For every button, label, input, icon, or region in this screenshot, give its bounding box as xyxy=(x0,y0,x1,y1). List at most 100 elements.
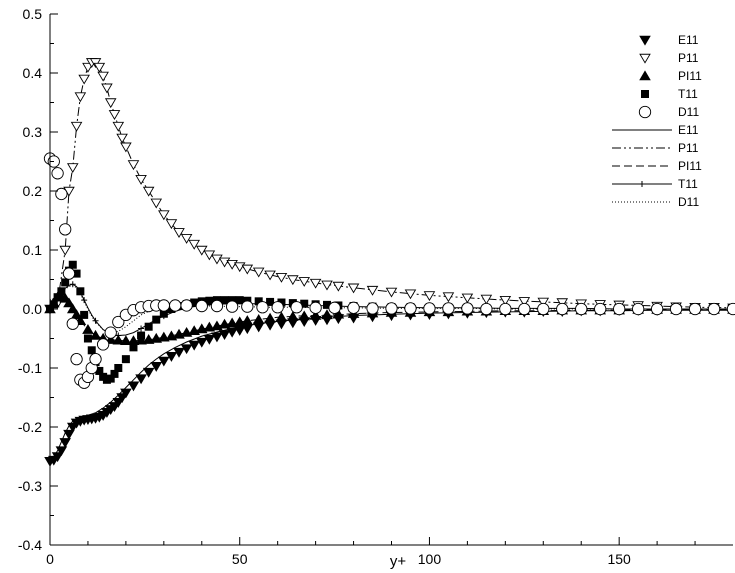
data-point-p11-1 xyxy=(347,283,360,294)
data-point-t11-3 xyxy=(72,269,81,278)
data-point-p11-1 xyxy=(499,295,512,306)
x-axis-label: y+ xyxy=(390,553,407,570)
data-point-p11-1 xyxy=(252,267,265,278)
data-point-pi11-2 xyxy=(226,317,238,328)
data-point-t11-3 xyxy=(106,374,115,383)
data-point-d11-4 xyxy=(688,302,702,316)
data-point-d11-4 xyxy=(271,301,284,314)
data-point-t11-3 xyxy=(144,322,153,331)
data-point-p11-1 xyxy=(195,245,208,256)
y-tick-label: -0.3 xyxy=(18,478,42,494)
data-point-t11-3 xyxy=(137,331,146,340)
data-point-t11-3 xyxy=(114,364,123,372)
y-tick-label: -0.4 xyxy=(18,537,42,553)
data-point-e11-0 xyxy=(226,327,238,338)
data-point-d11-4 xyxy=(537,302,550,316)
data-point-t11-3 xyxy=(76,287,85,296)
data-point-e11-0 xyxy=(195,337,208,348)
data-point-d11-4 xyxy=(180,299,193,312)
legend-marker-t11 xyxy=(641,90,649,98)
data-point-d11-4 xyxy=(404,302,417,315)
data-point-p11-1 xyxy=(112,121,125,132)
data-point-t11-3 xyxy=(68,260,77,269)
y-tick-label: 0.2 xyxy=(23,183,43,199)
data-point-t11-3 xyxy=(87,346,96,355)
plot-markers xyxy=(43,58,735,467)
data-point-p11-1 xyxy=(173,228,185,238)
data-point-t11-3 xyxy=(220,296,229,305)
data-point-p11-1 xyxy=(461,293,474,304)
data-point-p11-1 xyxy=(59,245,71,256)
data-point-e11-0 xyxy=(51,452,64,463)
data-point-t11-3 xyxy=(254,297,263,306)
data-point-pi11-2 xyxy=(70,309,83,320)
data-point-t11-3 xyxy=(205,296,214,305)
x-tick-label: 50 xyxy=(232,551,248,567)
plus-mark-t11 xyxy=(138,325,145,332)
data-point-d11-4 xyxy=(366,302,379,315)
data-point-d11-4 xyxy=(96,338,110,351)
data-point-p11-1 xyxy=(442,292,455,303)
data-point-pi11-2 xyxy=(158,331,170,342)
data-point-e11-0 xyxy=(150,362,163,372)
data-point-e11-0 xyxy=(203,334,216,345)
data-point-t11-3 xyxy=(152,315,161,324)
data-point-pi11-2 xyxy=(321,309,333,320)
data-point-p11-1 xyxy=(70,121,83,132)
data-point-e11-0 xyxy=(180,344,193,355)
data-point-pi11-2 xyxy=(264,312,276,323)
data-point-p11-1 xyxy=(298,277,311,287)
data-point-p11-1 xyxy=(74,92,87,103)
data-point-pi11-2 xyxy=(233,316,246,327)
legend-label-line-e11: E11 xyxy=(678,123,699,137)
data-point-p11-1 xyxy=(309,278,322,289)
data-point-d11-4 xyxy=(480,302,493,316)
data-point-e11-0 xyxy=(173,347,185,358)
line-series-e11-0 xyxy=(49,309,733,460)
data-point-p11-1 xyxy=(93,62,106,73)
data-point-p11-1 xyxy=(404,289,417,300)
data-point-e11-0 xyxy=(188,340,200,351)
data-point-pi11-2 xyxy=(112,334,125,345)
data-point-e11-0 xyxy=(142,367,155,378)
data-point-p11-1 xyxy=(135,174,147,185)
data-point-t11-3 xyxy=(235,296,244,305)
data-point-pi11-2 xyxy=(89,329,102,340)
y-tick-label: 0.1 xyxy=(23,242,43,258)
data-point-t11-3 xyxy=(322,300,331,309)
legend-marker-e11 xyxy=(639,35,651,46)
data-point-t11-3 xyxy=(61,278,70,287)
data-point-d11-4 xyxy=(290,301,303,314)
line-series-p11-1 xyxy=(49,61,734,310)
data-point-d11-4 xyxy=(225,300,239,313)
data-point-d11-4 xyxy=(461,302,474,315)
data-point-p11-1 xyxy=(385,287,398,298)
data-point-e11-0 xyxy=(63,429,75,440)
plus-mark-t11 xyxy=(69,281,76,288)
data-point-p11-1 xyxy=(104,98,117,109)
data-point-pi11-2 xyxy=(142,334,155,344)
data-point-p11-1 xyxy=(158,210,170,221)
legend-label-d11: D11 xyxy=(678,105,699,119)
data-point-e11-0 xyxy=(59,438,71,448)
data-point-t11-3 xyxy=(159,309,168,318)
data-point-p11-1 xyxy=(480,294,493,305)
data-point-d11-4 xyxy=(195,299,208,313)
legend-label-t11: T11 xyxy=(678,87,698,101)
data-point-p11-1 xyxy=(180,233,193,244)
data-point-pi11-2 xyxy=(120,335,132,346)
data-point-t11-3 xyxy=(300,299,309,308)
plus-mark-t11 xyxy=(92,317,99,324)
data-point-d11-4 xyxy=(104,326,117,339)
data-point-p11-1 xyxy=(287,275,299,286)
data-point-p11-1 xyxy=(321,280,333,291)
data-point-pi11-2 xyxy=(150,332,163,343)
data-point-d11-4 xyxy=(726,302,735,316)
x-tick-label: 100 xyxy=(418,551,442,567)
data-point-e11-0 xyxy=(165,352,178,362)
data-point-p11-1 xyxy=(518,297,531,307)
data-point-p11-1 xyxy=(241,264,254,275)
data-point-p11-1 xyxy=(275,272,288,283)
data-point-p11-1 xyxy=(211,254,223,265)
y-tick-label: -0.2 xyxy=(18,419,42,435)
